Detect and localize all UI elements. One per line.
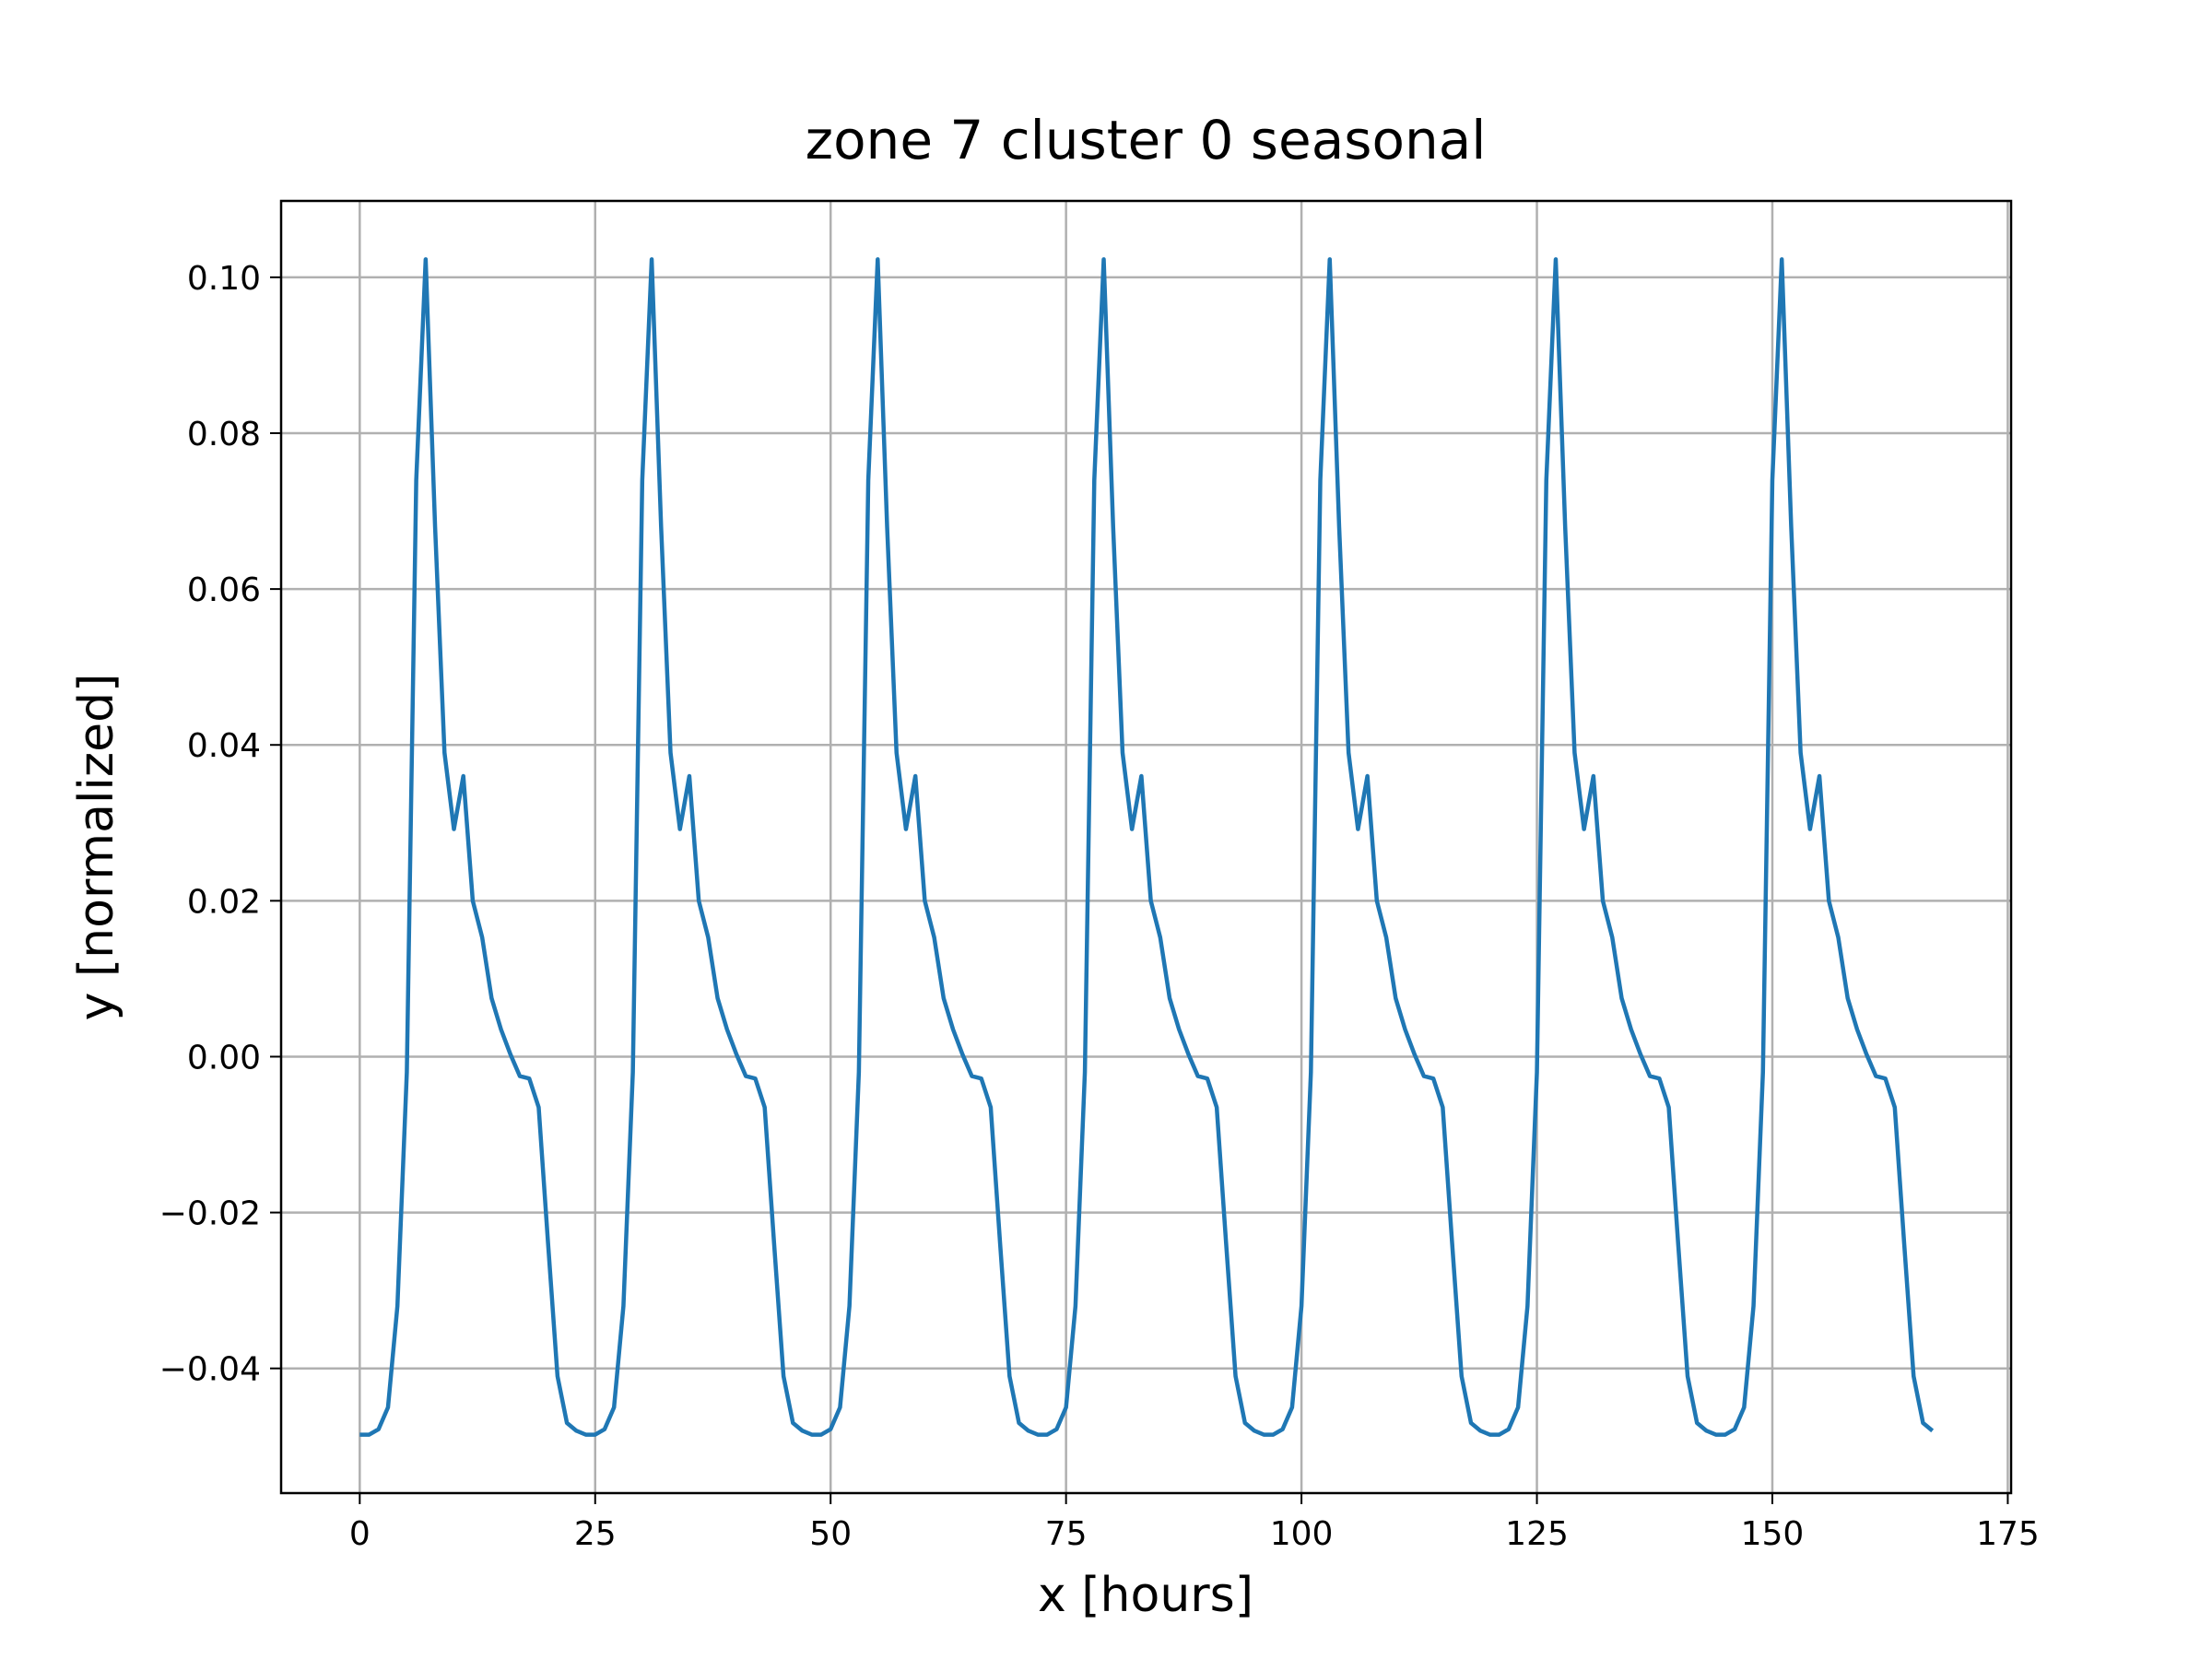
- grid: [281, 201, 2011, 1493]
- y-tick-label: −0.04: [159, 1351, 261, 1389]
- y-tick-label: 0.02: [187, 883, 261, 921]
- x-tick-label: 50: [809, 1515, 852, 1553]
- x-tick-label: 0: [349, 1515, 371, 1553]
- x-tick-label: 125: [1505, 1515, 1569, 1553]
- x-tick-label: 150: [1741, 1515, 1805, 1553]
- y-tick-label: 0.00: [187, 1039, 261, 1077]
- ticks: 0 25 50 75 100 125 150 175 −0.04 −0.02 0.00 0.02 0.0…: [159, 260, 2040, 1553]
- y-tick-label: 0.06: [187, 571, 261, 609]
- x-tick-label: 25: [574, 1515, 617, 1553]
- x-tick-label: 100: [1270, 1515, 1334, 1553]
- y-tick-label: −0.02: [159, 1195, 261, 1233]
- x-tick-label: 175: [1976, 1515, 2040, 1553]
- x-axis-label: x [hours]: [1038, 1568, 1253, 1623]
- chart-title: zone 7 cluster 0 seasonal: [806, 109, 1487, 171]
- series-line: [359, 257, 1935, 1437]
- series-layer: [359, 257, 1935, 1437]
- x-tick-label: 75: [1045, 1515, 1088, 1553]
- y-tick-label: 0.08: [187, 416, 261, 453]
- y-axis-label: y [normalized]: [69, 674, 124, 1021]
- y-tick-label: 0.10: [187, 260, 261, 298]
- y-tick-label: 0.04: [187, 727, 261, 765]
- plot-frame: [279, 199, 2013, 1495]
